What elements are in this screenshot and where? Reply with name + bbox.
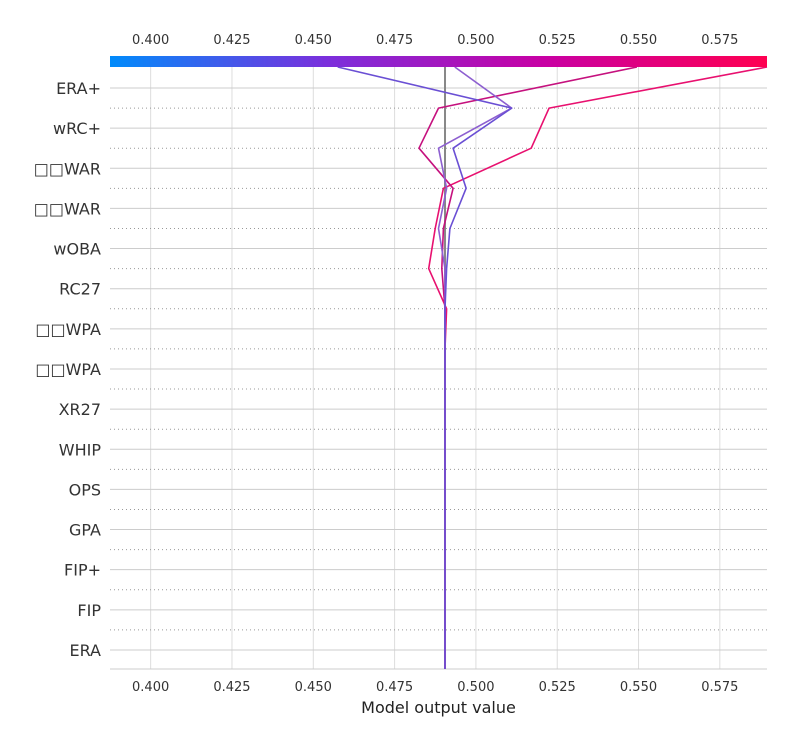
bottom-tick-label: 0.550	[620, 680, 657, 695]
feature-label: FIP	[77, 601, 101, 620]
bottom-tick-label: 0.500	[457, 680, 494, 695]
feature-label: wOBA	[53, 240, 101, 259]
series-line	[427, 66, 768, 669]
feature-label: ERA	[69, 641, 101, 660]
feature-label: □□WAR	[34, 159, 101, 178]
feature-label: □□WPA	[35, 360, 101, 379]
x-axis-title: Model output value	[361, 698, 516, 717]
bottom-tick-label: 0.575	[701, 680, 738, 695]
bottom-tick-labels: 0.400 0.425 0.450 0.475 0.500 0.525 0.550 0.575	[132, 680, 738, 695]
colorbar	[110, 56, 767, 67]
feature-label: wRC+	[53, 119, 101, 138]
feature-label: FIP+	[64, 561, 101, 580]
feature-label: ERA+	[56, 79, 101, 98]
series-line	[437, 66, 513, 669]
series-group	[337, 66, 768, 669]
bottom-tick-label: 0.475	[376, 680, 413, 695]
top-tick-label: 0.525	[539, 33, 576, 48]
series-line	[418, 66, 638, 669]
feature-label: □□WAR	[34, 199, 101, 218]
feature-label: GPA	[69, 521, 101, 540]
bottom-tick-label: 0.525	[539, 680, 576, 695]
grid	[110, 67, 767, 670]
top-tick-label: 0.400	[132, 33, 169, 48]
top-tick-label: 0.425	[213, 33, 250, 48]
bottom-tick-label: 0.425	[213, 680, 250, 695]
feature-labels: ERA+ wRC+ □□WAR □□WAR wOBA RC27 □□WPA □□WPA XR27…	[34, 79, 102, 660]
bottom-tick-label: 0.450	[295, 680, 332, 695]
top-tick-label: 0.450	[295, 33, 332, 48]
series-line	[337, 66, 513, 669]
top-tick-label: 0.500	[457, 33, 494, 48]
top-tick-label: 0.475	[376, 33, 413, 48]
feature-label: RC27	[59, 280, 101, 299]
feature-label: □□WPA	[35, 320, 101, 339]
top-tick-labels: 0.400 0.425 0.450 0.475 0.500 0.525 0.550 0.575	[132, 33, 738, 48]
feature-label: WHIP	[59, 440, 102, 459]
top-tick-label: 0.550	[620, 33, 657, 48]
top-tick-label: 0.575	[701, 33, 738, 48]
bottom-tick-label: 0.400	[132, 680, 169, 695]
feature-label: OPS	[69, 480, 101, 499]
feature-label: XR27	[59, 400, 101, 419]
